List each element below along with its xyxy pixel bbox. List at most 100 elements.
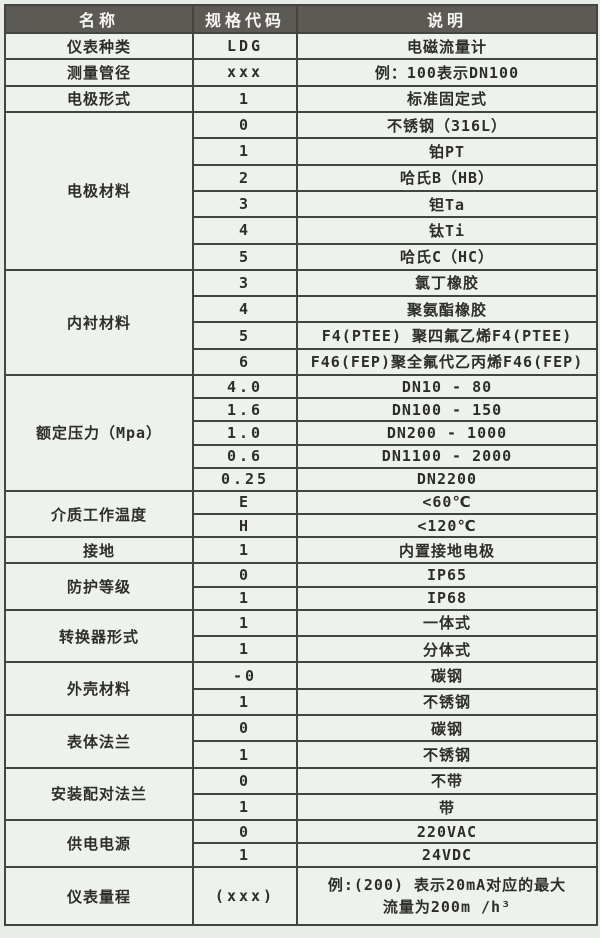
column-header-spec-code: 规格代码 <box>192 4 298 34</box>
spec-code-cell: 4.0 <box>192 374 298 400</box>
spec-code-cell: 2 <box>192 163 298 192</box>
description-cell: 聚氨酯橡胶 <box>296 295 598 324</box>
spec-code-cell: 1 <box>192 792 298 822</box>
table-row: 1 IP68 <box>5 585 598 611</box>
table-row: 1.6 DN100 - 150 <box>5 397 598 423</box>
spec-code-cell: 1.0 <box>192 420 298 446</box>
spec-code-cell: -0 <box>192 661 298 690</box>
table-row: 5 哈氏C（HC） <box>5 242 598 271</box>
spec-code-cell: 5 <box>192 242 298 271</box>
section-name-cell: 测量管径 <box>4 58 194 87</box>
table-row: 仪表量程 (xxx) 例:(200) 表示20mA对应的最大 流量为200m /h³ <box>4 866 598 926</box>
table-header-row: 名称 规格代码 说明 <box>4 4 598 34</box>
description-cell: 哈氏B（HB） <box>296 163 598 192</box>
description-cell: DN1100 - 2000 <box>296 443 598 469</box>
table-row: 3 钽Ta <box>5 189 598 219</box>
description-cell: 电磁流量计 <box>296 31 598 61</box>
description-cell: IP68 <box>296 585 598 611</box>
section-name-cell: 防护等级 <box>4 562 194 611</box>
description-cell: 铂PT <box>296 137 598 166</box>
description-cell: DN2200 <box>296 466 598 492</box>
table-row: 接地 1 内置接地电极 <box>4 536 598 565</box>
spec-code-cell: 1 <box>192 740 298 769</box>
table-row: 电极材料 0 不锈钢（316L） <box>4 110 598 271</box>
table-row: 防护等级 0 IP65 <box>4 562 598 611</box>
description-cell: 220VAC <box>296 819 598 845</box>
table-row: 外壳材料 -0 碳钢 <box>4 661 598 717</box>
table-row: 1 分体式 <box>5 635 598 664</box>
table-row: 电极形式 1 标准固定式 <box>4 84 598 113</box>
description-cell: 哈氏C（HC） <box>296 242 598 271</box>
table-row: 4 聚氨酯橡胶 <box>5 295 598 324</box>
description-cell: 一体式 <box>296 608 598 638</box>
spec-code-cell: 3 <box>192 268 298 298</box>
description-cell: 内置接地电极 <box>296 536 598 565</box>
description-cell: 分体式 <box>296 635 598 664</box>
description-cell: 24VDC <box>296 842 598 868</box>
spec-code-cell: xxx <box>192 58 298 87</box>
spec-code-cell: 3 <box>192 189 298 219</box>
description-cell: 不带 <box>296 766 598 795</box>
table-row: 1 铂PT <box>5 137 598 166</box>
section-name-cell: 内衬材料 <box>4 268 194 377</box>
spec-code-cell: 1 <box>192 137 298 166</box>
table-row: 1.0 DN200 - 1000 <box>5 420 598 446</box>
description-cell: DN10 - 80 <box>296 374 598 400</box>
spec-code-cell: 0 <box>192 562 298 588</box>
description-cell: DN100 - 150 <box>296 397 598 423</box>
description-cell: <60℃ <box>296 489 598 516</box>
section-name-cell: 接地 <box>4 536 194 565</box>
section-name-cell: 仪表种类 <box>4 31 194 61</box>
section-name-cell: 转换器形式 <box>4 608 194 664</box>
table-row: 4 钛Ti <box>5 216 598 245</box>
table-row: 额定压力（Mpa） 4.0 DN10 - 80 <box>4 374 598 492</box>
section-name-cell: 仪表量程 <box>4 866 194 926</box>
spec-code-cell: 1 <box>192 84 298 113</box>
description-cell: 例：100表示DN100 <box>296 58 598 87</box>
spec-code-cell: 1.6 <box>192 397 298 423</box>
description-cell: <120℃ <box>296 512 598 539</box>
spec-code-cell: 1 <box>192 585 298 611</box>
spec-code-cell: 1 <box>192 687 298 717</box>
spec-code-cell: E <box>192 489 298 516</box>
column-header-name: 名称 <box>4 4 194 34</box>
description-cell: DN200 - 1000 <box>296 420 598 446</box>
spec-code-cell: 1 <box>192 536 298 565</box>
table-row: 6 F46(FEP)聚全氟代乙丙烯F46(FEP) <box>5 347 598 377</box>
description-cell: 例:(200) 表示20mA对应的最大 流量为200m /h³ <box>296 866 598 926</box>
description-cell: 不锈钢 <box>296 687 598 717</box>
spec-code-cell: 4 <box>192 295 298 324</box>
table-row: 介质工作温度 E <60℃ <box>4 489 598 539</box>
description-cell: 不锈钢 <box>296 740 598 769</box>
table-row: 内衬材料 3 氯丁橡胶 <box>4 268 598 377</box>
section-name-cell: 额定压力（Mpa） <box>4 374 194 492</box>
spec-code-cell: 1 <box>192 635 298 664</box>
table-row: 仪表种类 LDG 电磁流量计 <box>4 31 598 61</box>
table-row: 0.6 DN1100 - 2000 <box>5 443 598 469</box>
spec-code-cell: 0 <box>192 110 298 140</box>
spec-code-cell: 0.25 <box>192 466 298 492</box>
description-cell: 不锈钢（316L） <box>296 110 598 140</box>
spec-code-cell: 1 <box>192 608 298 638</box>
table-row: 供电电源 0 220VAC <box>4 819 598 868</box>
spec-code-cell: 0 <box>192 766 298 795</box>
section-name-cell: 安装配对法兰 <box>4 766 194 822</box>
spec-code-cell: 4 <box>192 216 298 245</box>
section-name-cell: 外壳材料 <box>4 661 194 717</box>
section-name-cell: 电极材料 <box>4 110 194 271</box>
spec-code-cell: 5 <box>192 321 298 350</box>
flowmeter-spec-table: 名称 规格代码 说明 仪表种类 LDG 电磁流量计 测量管径 xxx 例：100表示DN1… <box>4 4 598 926</box>
table-row: 1 不锈钢 <box>5 687 598 717</box>
description-cell: 碳钢 <box>296 714 598 743</box>
description-cell: F4(PTEE) 聚四氟乙烯F4(PTEE) <box>296 321 598 350</box>
table-row: H <120℃ <box>5 512 598 539</box>
table-row: 1 不锈钢 <box>5 740 598 769</box>
description-cell: 钽Ta <box>296 189 598 219</box>
spec-code-cell: LDG <box>192 31 298 61</box>
section-name-cell: 电极形式 <box>4 84 194 113</box>
table-row: 0.25 DN2200 <box>5 466 598 492</box>
table-row: 安装配对法兰 0 不带 <box>4 766 598 822</box>
table-row: 5 F4(PTEE) 聚四氟乙烯F4(PTEE) <box>5 321 598 350</box>
